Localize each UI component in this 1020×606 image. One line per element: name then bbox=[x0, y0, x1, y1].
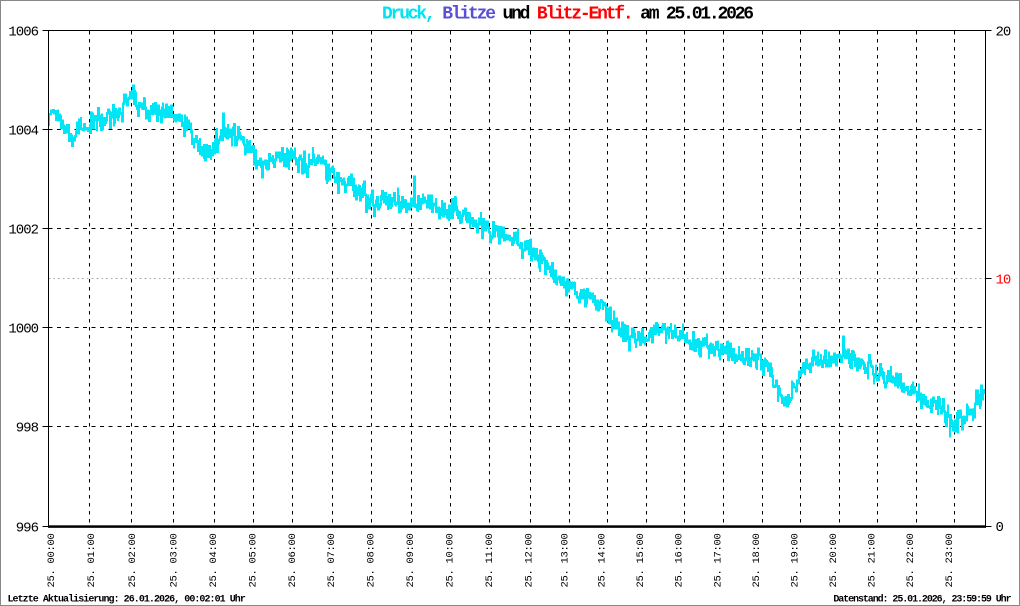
svg-text:996: 996 bbox=[16, 520, 39, 536]
svg-text:25. 07:00: 25. 07:00 bbox=[326, 533, 338, 587]
svg-text:1006: 1006 bbox=[8, 24, 38, 40]
svg-text:25. 15:00: 25. 15:00 bbox=[635, 533, 647, 587]
svg-text:25. 22:00: 25. 22:00 bbox=[905, 533, 917, 587]
svg-text:0: 0 bbox=[996, 520, 1004, 536]
svg-text:20: 20 bbox=[996, 24, 1011, 40]
svg-text:25. 16:00: 25. 16:00 bbox=[674, 533, 686, 587]
svg-text:25. 02:00: 25. 02:00 bbox=[127, 533, 139, 587]
svg-text:1002: 1002 bbox=[8, 222, 38, 238]
svg-text:25. 21:00: 25. 21:00 bbox=[867, 533, 879, 587]
svg-text:25. 01:00: 25. 01:00 bbox=[86, 533, 98, 587]
svg-text:25. 18:00: 25. 18:00 bbox=[751, 533, 763, 587]
svg-text:25. 14:00: 25. 14:00 bbox=[597, 533, 609, 587]
svg-text:1004: 1004 bbox=[8, 123, 38, 139]
svg-text:25. 05:00: 25. 05:00 bbox=[247, 533, 259, 587]
svg-text:25. 09:00: 25. 09:00 bbox=[405, 533, 417, 587]
svg-text:Druck, Blitze und Blitz-Entf.: Druck, Blitze und Blitz-Entf. am 25.01.2… bbox=[382, 5, 753, 25]
svg-text:25. 17:00: 25. 17:00 bbox=[712, 533, 724, 587]
svg-text:25. 11:00: 25. 11:00 bbox=[484, 533, 496, 587]
svg-text:25. 08:00: 25. 08:00 bbox=[366, 533, 378, 587]
svg-text:25. 23:00: 25. 23:00 bbox=[944, 533, 956, 587]
svg-text:998: 998 bbox=[16, 420, 39, 436]
svg-text:Datenstand: 25.01.2026, 23:59:: Datenstand: 25.01.2026, 23:59:59 Uhr bbox=[833, 594, 1011, 606]
svg-text:25. 13:00: 25. 13:00 bbox=[560, 533, 572, 587]
svg-text:25. 04:00: 25. 04:00 bbox=[208, 533, 220, 587]
svg-text:25. 03:00: 25. 03:00 bbox=[169, 533, 181, 587]
svg-text:1000: 1000 bbox=[8, 321, 38, 337]
svg-text:25. 20:00: 25. 20:00 bbox=[828, 533, 840, 587]
svg-text:25. 12:00: 25. 12:00 bbox=[523, 533, 535, 587]
svg-text:10: 10 bbox=[996, 272, 1011, 288]
svg-text:25. 19:00: 25. 19:00 bbox=[790, 533, 802, 587]
svg-text:Letzte Aktualisierung: 26.01.2: Letzte Aktualisierung: 26.01.2026, 00:02… bbox=[8, 594, 246, 606]
svg-text:25. 00:00: 25. 00:00 bbox=[46, 533, 58, 587]
svg-text:25. 10:00: 25. 10:00 bbox=[444, 533, 456, 587]
svg-text:25. 06:00: 25. 06:00 bbox=[287, 533, 299, 587]
